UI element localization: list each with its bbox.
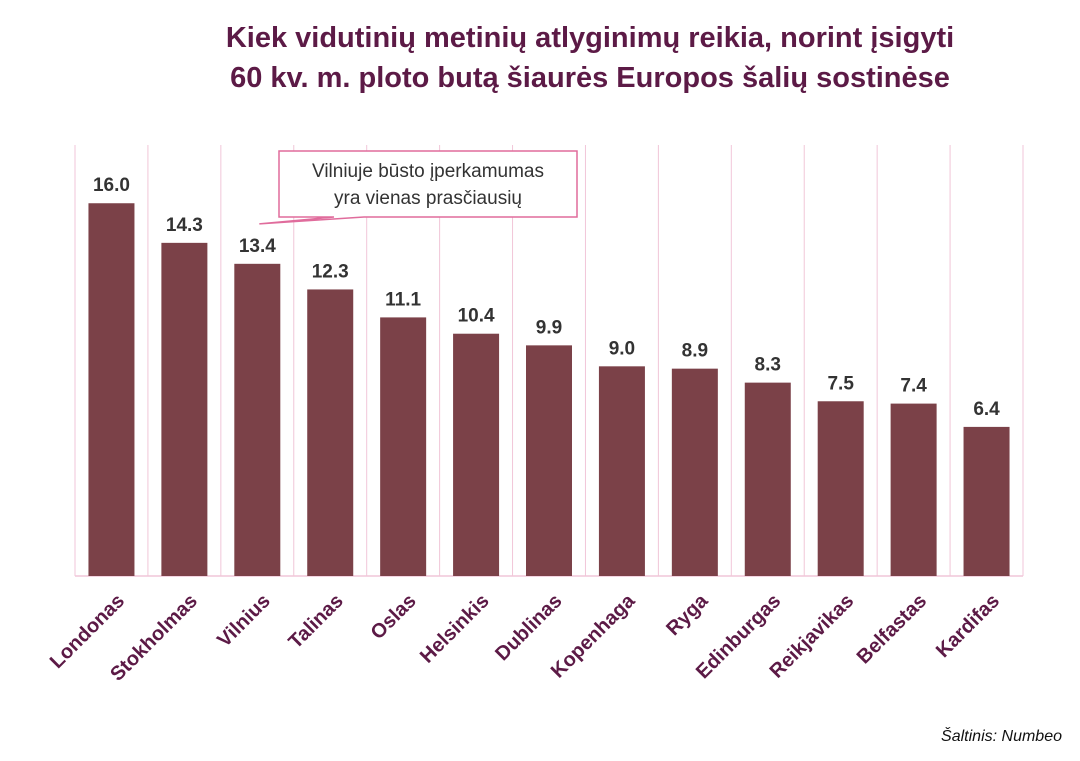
bar-dublinas <box>526 345 572 576</box>
value-label: 11.1 <box>385 289 421 310</box>
value-label: 7.4 <box>900 376 927 397</box>
value-labels: 16.0 14.3 13.4 12.3 11.1 10.4 9.9 9.0 8.9 8.3 7.5 7… <box>93 175 1000 420</box>
bar-ryga <box>671 368 718 576</box>
category-label: Ryga <box>662 589 713 640</box>
bars <box>88 203 1010 577</box>
value-label: 14.3 <box>166 215 203 236</box>
chart-title-line-1: Kiek vidutinių metinių atlyginimų reikia… <box>225 22 955 54</box>
category-label: Helsinkis <box>416 590 494 668</box>
annotation-callout: Vilniuje būsto įperkamumas yra vienas pra… <box>259 150 578 225</box>
value-label: 12.3 <box>312 261 349 282</box>
bar-helsinkis <box>453 333 500 576</box>
chart-title-line-2: 60 kv. m. ploto butą šiaurės Europos šal… <box>230 62 950 94</box>
bar-reikjavikas <box>817 401 864 576</box>
value-label: 16.0 <box>93 175 130 196</box>
bar-vilnius <box>234 263 281 576</box>
value-label: 9.0 <box>609 338 635 359</box>
bar-londonas <box>88 203 135 577</box>
source-note: Šaltinis: Numbeo <box>941 728 1062 745</box>
callout-text-line: Vilniuje būsto įperkamumas <box>312 161 544 182</box>
value-label: 9.9 <box>536 317 562 338</box>
callout-text-line: yra vienas prasčiausių <box>334 188 522 209</box>
callout-box <box>259 150 578 225</box>
category-label: Talinas <box>285 590 348 653</box>
value-label: 7.5 <box>827 373 854 394</box>
bar-talinas <box>307 289 354 576</box>
value-label: 10.4 <box>458 306 495 327</box>
category-label: Belfastas <box>853 590 931 668</box>
bar-kardifas <box>963 426 1010 576</box>
value-label: 13.4 <box>239 236 276 257</box>
value-label: 8.3 <box>755 355 781 376</box>
bar-oslas <box>380 317 427 576</box>
value-label: 8.9 <box>682 341 708 362</box>
bar-belfastas <box>890 403 937 576</box>
category-label: Vilnius <box>213 590 275 652</box>
category-label: Kardifas <box>932 590 1004 662</box>
bar-edinburgas <box>744 382 791 576</box>
value-label: 6.4 <box>973 399 1000 420</box>
category-label: Dublinas <box>491 590 566 665</box>
bar-kopenhaga <box>598 366 645 576</box>
bar-stokholmas <box>161 242 208 577</box>
category-label: Oslas <box>367 590 421 644</box>
